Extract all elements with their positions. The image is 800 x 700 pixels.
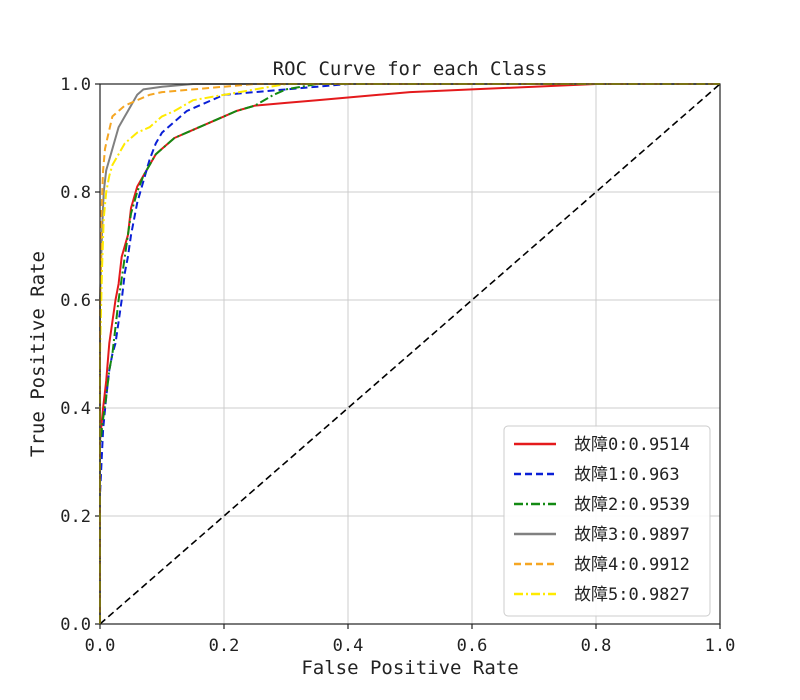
plot-frame — [99, 83, 721, 625]
x-tick-label: 0.8 — [581, 636, 612, 656]
y-tick-label: 0.4 — [60, 399, 91, 419]
series-line-1 — [99, 83, 720, 624]
y-tick-label: 0.0 — [60, 615, 91, 635]
x-tick-label: 1.0 — [705, 636, 736, 656]
y-tick-label: 0.6 — [60, 291, 91, 311]
legend-label: 故障4:0.9912 — [574, 555, 690, 575]
x-tick-label: 0.0 — [85, 636, 116, 656]
y-tick-label: 0.2 — [60, 507, 91, 527]
y-tick-label: 1.0 — [60, 75, 91, 95]
legend-label: 故障5:0.9827 — [574, 585, 690, 605]
legend: 故障0:0.9514 故障1:0.963 故障2:0.9539 故障3:0.9897 故… — [503, 425, 711, 617]
legend-label: 故障2:0.9539 — [574, 495, 690, 515]
series-line-4 — [99, 83, 720, 624]
y-axis-label: True Positive Rate — [27, 251, 49, 457]
y-tick-label: 0.8 — [60, 183, 91, 203]
x-tick-label: 0.4 — [333, 636, 364, 656]
legend-label: 故障1:0.963 — [574, 465, 680, 485]
reference-diagonal-line — [99, 83, 721, 625]
x-tick-label: 0.2 — [209, 636, 240, 656]
legend-label: 故障3:0.9897 — [574, 525, 690, 545]
grid-lines — [100, 84, 720, 624]
chart-title: ROC Curve for each Class — [273, 58, 548, 80]
legend-box — [503, 425, 711, 617]
series-lines — [99, 83, 720, 624]
axis-ticks: 0.0 0.2 0.4 0.6 0.8 1.0 0.0 0.2 0.4 0.6 0.8 1.0 — [60, 75, 735, 656]
series-line-3 — [99, 83, 720, 624]
legend-label: 故障0:0.9514 — [574, 435, 690, 455]
series-line-5 — [99, 83, 720, 624]
x-axis-label: False Positive Rate — [301, 657, 518, 679]
x-tick-label: 0.6 — [457, 636, 488, 656]
